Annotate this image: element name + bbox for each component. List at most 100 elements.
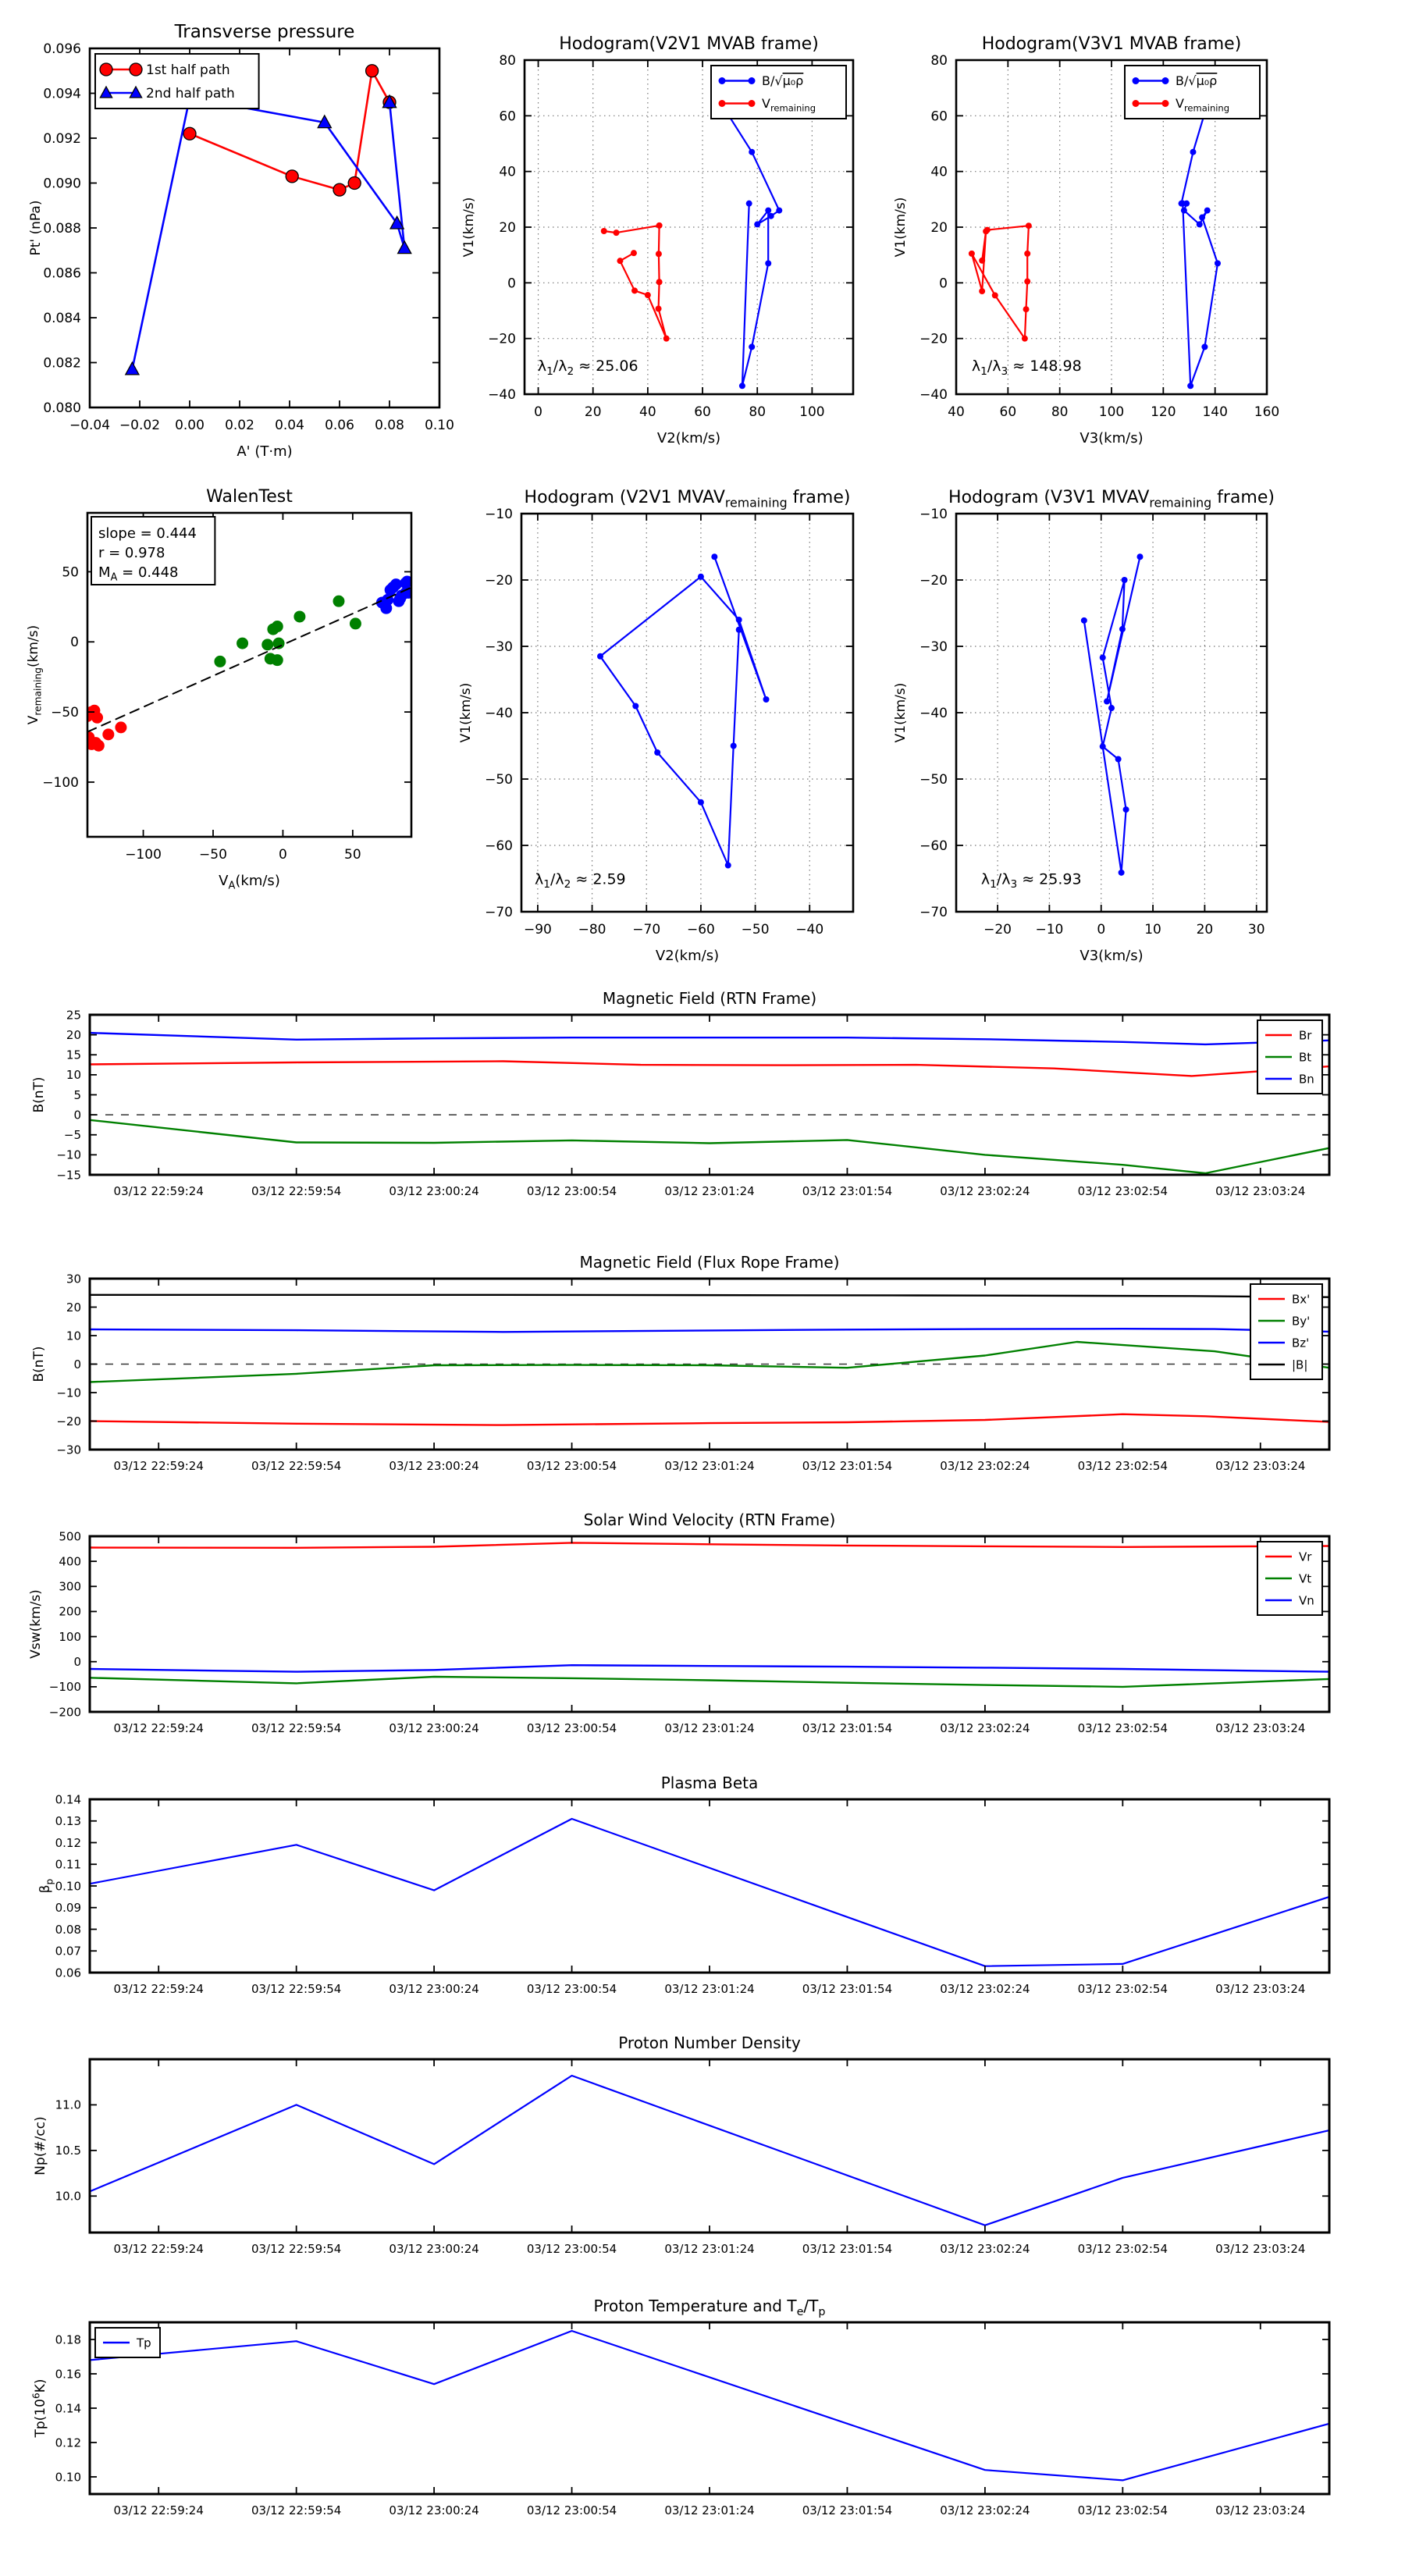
tick-labels: 03/12 22:59:24 03/12 22:59:54 03/12 23:00:… [55, 2332, 1306, 2517]
svg-text:03/12 23:00:54: 03/12 23:00:54 [527, 2242, 617, 2256]
series-line [599, 556, 767, 866]
series-group [968, 109, 1221, 390]
svg-text:03/12 22:59:54: 03/12 22:59:54 [251, 2242, 341, 2256]
svg-text:−20: −20 [984, 922, 1012, 938]
legend-label: Vt [1299, 1571, 1311, 1585]
svg-text:−5: −5 [64, 1128, 81, 1142]
axes-frame [88, 1798, 1331, 1974]
svg-text:0.09: 0.09 [55, 1901, 81, 1915]
svg-text:0.094: 0.094 [43, 86, 81, 101]
svg-text:−80: −80 [578, 922, 606, 938]
series-line [131, 97, 406, 371]
tick-labels: 03/12 22:59:24 03/12 22:59:54 03/12 23:00:… [56, 1272, 1305, 1473]
svg-text:−30: −30 [919, 639, 948, 655]
tick-labels: 03/12 22:59:24 03/12 22:59:54 03/12 23:00:… [55, 2098, 1306, 2256]
svg-text:20: 20 [930, 220, 948, 236]
svg-text:0: 0 [73, 1108, 81, 1122]
svg-text:20: 20 [66, 1028, 81, 1042]
y-axis-label: V1(km/s) [893, 197, 909, 258]
tick-labels: 03/12 22:59:24 03/12 22:59:54 03/12 23:00:… [49, 1529, 1306, 1735]
svg-text:03/12 23:01:24: 03/12 23:01:24 [664, 1184, 754, 1198]
svg-text:0: 0 [70, 635, 79, 650]
svg-text:10: 10 [66, 1329, 81, 1343]
series-group [89, 1542, 1330, 1688]
svg-text:03/12 23:01:24: 03/12 23:01:24 [664, 1721, 754, 1735]
svg-text:03/12 23:01:54: 03/12 23:01:54 [802, 2242, 892, 2256]
svg-text:−40: −40 [485, 706, 513, 721]
legend-label: Tp [136, 2336, 151, 2350]
grid [521, 514, 853, 912]
svg-text:50: 50 [344, 847, 361, 863]
series-group [597, 553, 770, 869]
svg-text:0.18: 0.18 [55, 2332, 81, 2347]
svg-text:5: 5 [73, 1088, 81, 1102]
svg-text:0.02: 0.02 [225, 418, 254, 433]
series-group [600, 109, 783, 390]
svg-text:20: 20 [1197, 922, 1214, 938]
series-line [89, 2074, 1330, 2226]
svg-text:03/12 23:00:54: 03/12 23:00:54 [527, 1184, 617, 1198]
svg-text:40: 40 [948, 404, 965, 420]
svg-text:03/12 23:01:24: 03/12 23:01:24 [664, 1982, 754, 1996]
stats-box: slope = 0.444 r = 0.978 MA = 0.448 [91, 516, 216, 585]
svg-text:−0.04: −0.04 [69, 418, 110, 433]
chart-hodogram-v3v1-mvab: 40 60 80 100 120 140 160 −40 −20 0 20 40 60 80 Hodogra… [893, 34, 1279, 447]
svg-text:03/12 23:03:24: 03/12 23:03:24 [1215, 1184, 1305, 1198]
svg-text:60: 60 [930, 109, 948, 124]
svg-text:−50: −50 [919, 772, 948, 788]
svg-text:60: 60 [499, 109, 516, 124]
svg-text:03/12 22:59:24: 03/12 22:59:24 [114, 1459, 204, 1473]
chart-magnetic-field-flux-rope: 03/12 22:59:24 03/12 22:59:54 03/12 23:00:… [31, 1253, 1331, 1473]
svg-text:03/12 22:59:54: 03/12 22:59:54 [251, 1459, 341, 1473]
svg-text:0.08: 0.08 [375, 418, 404, 433]
y-axis-label: Vremaining(km/s) [26, 625, 43, 724]
svg-text:40: 40 [930, 165, 948, 180]
legend: Tp [94, 2327, 161, 2358]
axes-frame [86, 511, 413, 838]
svg-text:03/12 23:02:54: 03/12 23:02:54 [1078, 1982, 1168, 1996]
svg-text:200: 200 [59, 1605, 81, 1619]
svg-text:20: 20 [499, 220, 516, 236]
annotation: λ1/λ2 ≈ 25.06 [538, 358, 638, 378]
svg-text:−0.02: −0.02 [119, 418, 160, 433]
svg-text:−60: −60 [687, 922, 715, 938]
ticks [90, 1535, 1329, 1713]
legend-label: Vr [1299, 1550, 1312, 1564]
series-line [89, 1328, 1330, 1333]
svg-text:03/12 23:00:24: 03/12 23:00:24 [389, 1184, 478, 1198]
svg-text:40: 40 [639, 404, 656, 420]
svg-text:0.096: 0.096 [43, 41, 81, 57]
svg-text:03/12 23:02:54: 03/12 23:02:54 [1078, 2503, 1168, 2517]
svg-text:03/12 23:00:54: 03/12 23:00:54 [527, 1982, 617, 1996]
x-axis-label: V3(km/s) [1080, 948, 1143, 964]
svg-text:40: 40 [499, 165, 516, 180]
tick-labels: 0 20 40 60 80 100 −40 −20 0 20 40 60 80 [488, 53, 824, 420]
annotation: λ1/λ3 ≈ 148.98 [972, 358, 1082, 378]
legend: Br Bt Bn [1257, 1019, 1323, 1094]
ticks [90, 2059, 1329, 2233]
svg-text:MA = 0.448: MA = 0.448 [98, 564, 179, 584]
svg-text:−30: −30 [56, 1443, 81, 1457]
svg-text:03/12 23:01:54: 03/12 23:01:54 [802, 1982, 892, 1996]
legend-label: Vremaining [1176, 96, 1229, 113]
svg-text:−100: −100 [49, 1680, 81, 1694]
svg-text:−70: −70 [919, 905, 948, 920]
series-line [89, 1293, 1330, 1298]
svg-text:80: 80 [499, 53, 516, 69]
svg-text:0.06: 0.06 [55, 1966, 81, 1980]
svg-text:0.12: 0.12 [55, 2435, 81, 2450]
svg-text:60: 60 [1000, 404, 1017, 420]
chart-title: Hodogram (V3V1 MVAVremaining frame) [948, 488, 1275, 511]
svg-text:0.10: 0.10 [425, 418, 454, 433]
series-line [89, 2329, 1330, 2482]
svg-text:0: 0 [73, 1357, 81, 1372]
tick-labels: 40 60 80 100 120 140 160 −40 −20 0 20 40 60 80 [919, 53, 1279, 420]
series-group [89, 2074, 1330, 2226]
svg-text:0.088: 0.088 [43, 221, 81, 237]
svg-text:03/12 22:59:54: 03/12 22:59:54 [251, 2503, 341, 2517]
legend-label: Bn [1299, 1072, 1314, 1086]
series-line [89, 1413, 1330, 1426]
legend-label: Vremaining [762, 96, 816, 113]
svg-text:0.06: 0.06 [325, 418, 354, 433]
svg-text:−60: −60 [485, 838, 513, 854]
